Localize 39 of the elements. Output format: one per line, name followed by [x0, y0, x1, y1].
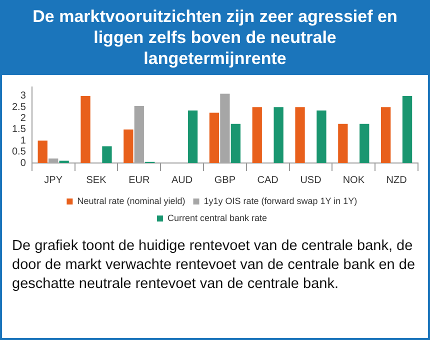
x-tick-label: CAD — [257, 174, 278, 186]
y-tick-label: 0 — [20, 158, 26, 169]
y-tick-label: 2.5 — [12, 102, 26, 113]
bar — [338, 124, 348, 163]
bar — [48, 158, 58, 163]
bar — [124, 129, 134, 163]
bar — [274, 107, 284, 163]
x-tick-label: EUR — [128, 174, 150, 186]
y-tick-label: 1.5 — [12, 124, 26, 136]
x-tick-label: USD — [300, 174, 322, 186]
legend-label: 1y1y OIS rate (forward swap 1Y in 1Y) — [204, 196, 358, 206]
x-tick-label: NOK — [342, 174, 365, 186]
legend-label: Current central bank rate — [167, 212, 268, 223]
bar — [209, 112, 220, 163]
y-tick-label: 2 — [20, 113, 26, 124]
x-tick-label: JPY — [44, 174, 63, 186]
chart-title: De marktvooruitzichten zijn zeer agressief en liggen zelfs boven de neutrale langetermijnrente — [2, 2, 428, 75]
y-tick-label: 3 — [20, 90, 26, 102]
bar — [381, 107, 391, 163]
x-tick-label: GBP — [214, 174, 236, 186]
bar — [316, 110, 326, 163]
y-tick-label: 0.5 — [12, 146, 26, 158]
legend-label: Neutral rate (nominal yield) — [77, 196, 186, 206]
x-tick-label: AUD — [171, 174, 193, 186]
bar — [188, 110, 198, 163]
bar — [38, 140, 48, 163]
x-tick-label: SEK — [86, 174, 107, 186]
x-tick-label: NZD — [386, 174, 407, 186]
bar — [220, 94, 230, 163]
bar — [402, 96, 412, 163]
bar — [360, 124, 370, 163]
bar — [295, 107, 305, 163]
text: De grafiek toont de huidige rentevoet van de centrale bank, de door de markt verwachte rentevoet van de centrale bank en de geschatte neutrale rentevoet van de centrale bank. — [11, 237, 416, 294]
bar — [80, 96, 90, 163]
bar — [230, 124, 240, 163]
bar — [134, 106, 144, 163]
y-tick-label: 1 — [20, 135, 26, 146]
bar — [252, 107, 262, 163]
bar — [102, 146, 112, 163]
